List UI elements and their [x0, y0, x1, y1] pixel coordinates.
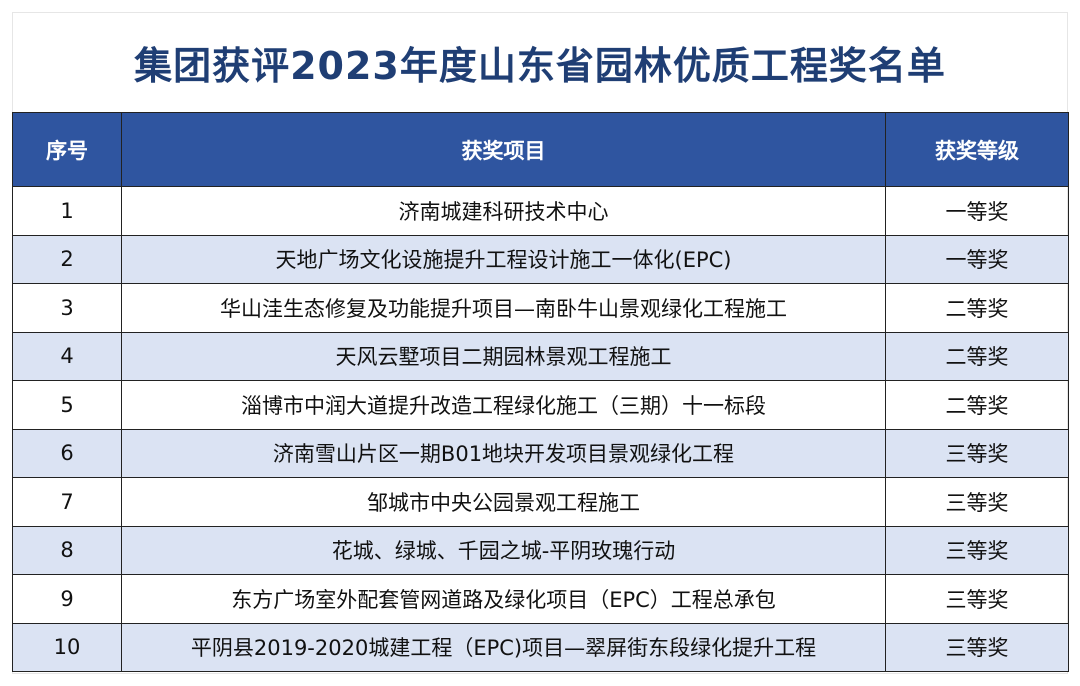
table-row: 8 花城、绿城、千园之城-平阴玫瑰行动 三等奖 — [12, 525, 1069, 575]
table-row: 9 东方广场室外配套管网道路及绿化项目（EPC）工程总承包 三等奖 — [12, 574, 1069, 624]
row-index: 9 — [12, 574, 122, 624]
row-level: 三等奖 — [885, 428, 1069, 478]
row-level: 一等奖 — [885, 234, 1069, 284]
row-index: 4 — [12, 331, 122, 381]
header-project: 获奖项目 — [121, 112, 886, 187]
row-index: 1 — [12, 186, 122, 236]
row-level: 三等奖 — [885, 622, 1069, 672]
table-row: 6 济南雪山片区一期B01地块开发项目景观绿化工程 三等奖 — [12, 428, 1069, 478]
row-index: 10 — [12, 622, 122, 672]
row-project: 华山洼生态修复及功能提升项目—南卧牛山景观绿化工程施工 — [121, 283, 886, 333]
page-title: 集团获评2023年度山东省园林优质工程奖名单 — [134, 43, 946, 88]
row-project: 天地广场文化设施提升工程设计施工一体化(EPC) — [121, 234, 886, 284]
row-project: 邹城市中央公园景观工程施工 — [121, 477, 886, 527]
table-row: 3 华山洼生态修复及功能提升项目—南卧牛山景观绿化工程施工 二等奖 — [12, 283, 1069, 333]
table-row: 1 济南城建科研技术中心 一等奖 — [12, 186, 1069, 236]
row-level: 二等奖 — [885, 283, 1069, 333]
row-level: 一等奖 — [885, 186, 1069, 236]
row-project: 东方广场室外配套管网道路及绿化项目（EPC）工程总承包 — [121, 574, 886, 624]
row-index: 7 — [12, 477, 122, 527]
table-header-row: 序号 获奖项目 获奖等级 — [12, 112, 1069, 187]
row-project: 济南城建科研技术中心 — [121, 186, 886, 236]
row-level: 三等奖 — [885, 574, 1069, 624]
awards-table: 序号 获奖项目 获奖等级 1 济南城建科研技术中心 一等奖 2 天地广场文化设施提升工程… — [12, 112, 1069, 672]
row-project: 淄博市中润大道提升改造工程绿化施工（三期）十一标段 — [121, 380, 886, 430]
header-index: 序号 — [12, 112, 122, 187]
row-project: 平阴县2019-2020城建工程（EPC)项目—翠屏街东段绿化提升工程 — [121, 622, 886, 672]
table-row: 2 天地广场文化设施提升工程设计施工一体化(EPC) 一等奖 — [12, 234, 1069, 284]
row-project: 天风云墅项目二期园林景观工程施工 — [121, 331, 886, 381]
row-index: 6 — [12, 428, 122, 478]
table-row: 5 淄博市中润大道提升改造工程绿化施工（三期）十一标段 二等奖 — [12, 380, 1069, 430]
row-index: 3 — [12, 283, 122, 333]
row-level: 二等奖 — [885, 331, 1069, 381]
row-index: 2 — [12, 234, 122, 284]
header-level: 获奖等级 — [885, 112, 1069, 187]
row-index: 5 — [12, 380, 122, 430]
row-project: 济南雪山片区一期B01地块开发项目景观绿化工程 — [121, 428, 886, 478]
table-row: 10 平阴县2019-2020城建工程（EPC)项目—翠屏街东段绿化提升工程 三等奖 — [12, 622, 1069, 672]
table-row: 7 邹城市中央公园景观工程施工 三等奖 — [12, 477, 1069, 527]
row-project: 花城、绿城、千园之城-平阴玫瑰行动 — [121, 525, 886, 575]
table-row: 4 天风云墅项目二期园林景观工程施工 二等奖 — [12, 331, 1069, 381]
row-level: 三等奖 — [885, 477, 1069, 527]
row-level: 三等奖 — [885, 525, 1069, 575]
row-index: 8 — [12, 525, 122, 575]
row-level: 二等奖 — [885, 380, 1069, 430]
